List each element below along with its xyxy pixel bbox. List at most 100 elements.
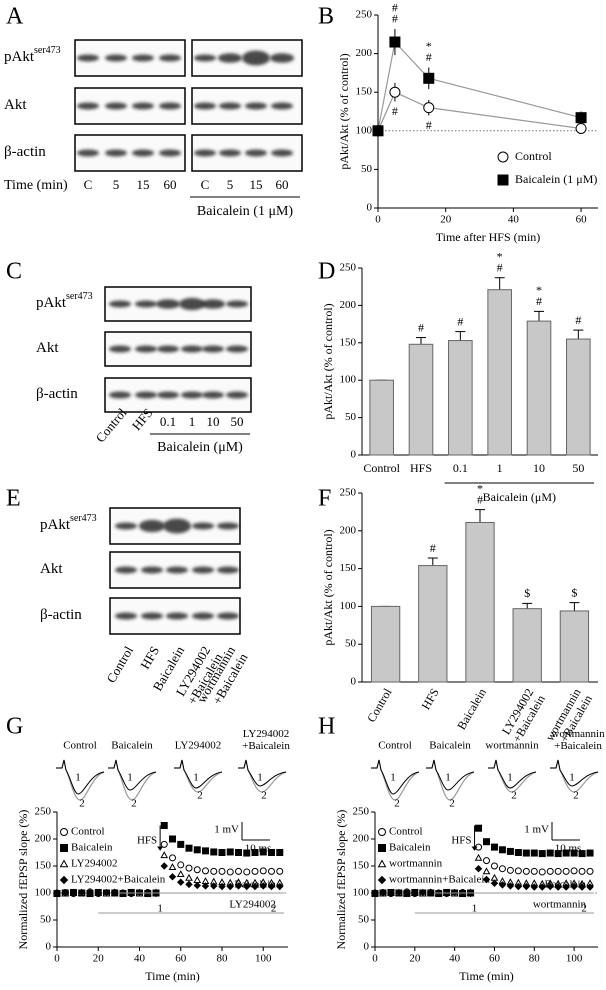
marker bbox=[522, 882, 531, 891]
hfs-label: HFS bbox=[137, 835, 157, 847]
marker bbox=[185, 844, 193, 852]
trace-marker: 2 bbox=[131, 798, 137, 810]
blot-band bbox=[141, 612, 163, 620]
blot-row-label: pAktser473 bbox=[4, 45, 61, 65]
blot-band bbox=[242, 50, 270, 66]
x-tick-label: 100 bbox=[566, 953, 583, 965]
trace-marker: 2 bbox=[573, 790, 579, 802]
bar bbox=[512, 608, 542, 683]
trace-label: wortmannin bbox=[485, 740, 539, 752]
blot-band bbox=[201, 299, 225, 309]
annotation: # bbox=[477, 492, 483, 506]
blot-lane-label: 60 bbox=[164, 177, 177, 192]
marker bbox=[202, 847, 209, 855]
trace-marker: 1 bbox=[193, 772, 199, 784]
blot-row-label: pAktser473 bbox=[36, 291, 93, 311]
blot-row-label: β-actin bbox=[40, 607, 82, 623]
bar bbox=[370, 605, 401, 683]
blot-band bbox=[217, 566, 239, 574]
group-label: Baicalein (μM) bbox=[483, 490, 556, 504]
blot-row-text: pAkt bbox=[40, 517, 71, 533]
panel-label: C bbox=[6, 259, 22, 285]
bar bbox=[526, 320, 552, 456]
blot-row-sup: ser473 bbox=[66, 291, 93, 302]
blot-row-text: β-actin bbox=[36, 386, 78, 402]
trace bbox=[238, 759, 287, 787]
x-tick-label: 0 bbox=[54, 953, 60, 965]
marker bbox=[185, 864, 193, 872]
annotation: # bbox=[392, 1, 398, 15]
marker bbox=[169, 835, 176, 843]
marker bbox=[60, 844, 68, 852]
series-line bbox=[377, 91, 582, 132]
hfs-arrowhead bbox=[471, 846, 478, 851]
blot-band bbox=[135, 391, 157, 399]
marker bbox=[514, 849, 522, 856]
trace bbox=[108, 759, 157, 791]
trace-marker: 1 bbox=[75, 772, 81, 784]
x-tick-label: 1 bbox=[497, 461, 503, 475]
y-tick-label: 150 bbox=[35, 860, 52, 872]
blot-band bbox=[115, 522, 137, 530]
marker bbox=[176, 870, 185, 877]
marker bbox=[538, 850, 546, 858]
marker bbox=[210, 848, 218, 856]
marker bbox=[177, 840, 185, 848]
scale-bar-y-label: 1 mV bbox=[524, 824, 549, 836]
marker bbox=[193, 846, 201, 854]
marker bbox=[251, 882, 259, 891]
blot-row-text: pAkt bbox=[4, 49, 35, 65]
marker bbox=[111, 889, 119, 897]
trace-marker: 2 bbox=[261, 790, 267, 802]
marker bbox=[59, 859, 69, 868]
marker bbox=[554, 867, 562, 875]
x-tick-label: 40 bbox=[449, 953, 461, 965]
marker bbox=[243, 882, 251, 891]
series-line bbox=[377, 40, 582, 131]
marker bbox=[61, 889, 69, 897]
marker bbox=[379, 889, 387, 897]
hfs-label: HFS bbox=[451, 835, 471, 847]
marker bbox=[276, 882, 284, 891]
blot-band bbox=[271, 102, 293, 110]
blot-band bbox=[202, 391, 224, 399]
y-axis-label: Normalized fEPSP slope (%) bbox=[334, 810, 348, 950]
x-tick-label: 80 bbox=[217, 953, 229, 965]
x-axis-label: Time (min) bbox=[459, 969, 514, 983]
marker bbox=[235, 849, 242, 856]
blot-band bbox=[245, 102, 267, 110]
x-tick-label: 40 bbox=[508, 214, 520, 226]
y-tick-label: 150 bbox=[340, 562, 357, 574]
blot-band bbox=[105, 102, 127, 110]
annotation: # bbox=[426, 118, 432, 132]
marker bbox=[506, 847, 514, 855]
marker bbox=[562, 849, 570, 857]
blot-band bbox=[192, 522, 214, 530]
panel-label: A bbox=[6, 4, 24, 30]
marker bbox=[168, 863, 177, 870]
marker bbox=[562, 883, 570, 891]
legend-label: Baicalein bbox=[389, 842, 431, 854]
x-tick-label: 20 bbox=[440, 214, 452, 226]
blot-band bbox=[181, 345, 203, 353]
marker bbox=[419, 888, 427, 897]
time-point-label: 2 bbox=[271, 903, 277, 915]
marker bbox=[168, 873, 177, 881]
marker bbox=[378, 828, 386, 836]
blot-band bbox=[157, 391, 179, 399]
x-axis-label: Time after HFS (min) bbox=[436, 230, 541, 244]
blot-band bbox=[270, 53, 294, 63]
marker bbox=[497, 174, 509, 186]
blot-row-label: Akt bbox=[4, 97, 27, 113]
blot-band bbox=[115, 612, 137, 620]
blot-band bbox=[245, 149, 267, 157]
blot-band bbox=[181, 391, 203, 399]
scale-bar-y-label: 1 mV bbox=[214, 824, 239, 836]
marker bbox=[474, 864, 483, 873]
bar bbox=[487, 289, 512, 456]
marker bbox=[514, 867, 522, 875]
x-tick-label: Baicalein bbox=[454, 686, 489, 732]
blot-band bbox=[132, 149, 154, 157]
legend-label: LY294002 bbox=[71, 858, 118, 870]
bar bbox=[448, 340, 473, 456]
